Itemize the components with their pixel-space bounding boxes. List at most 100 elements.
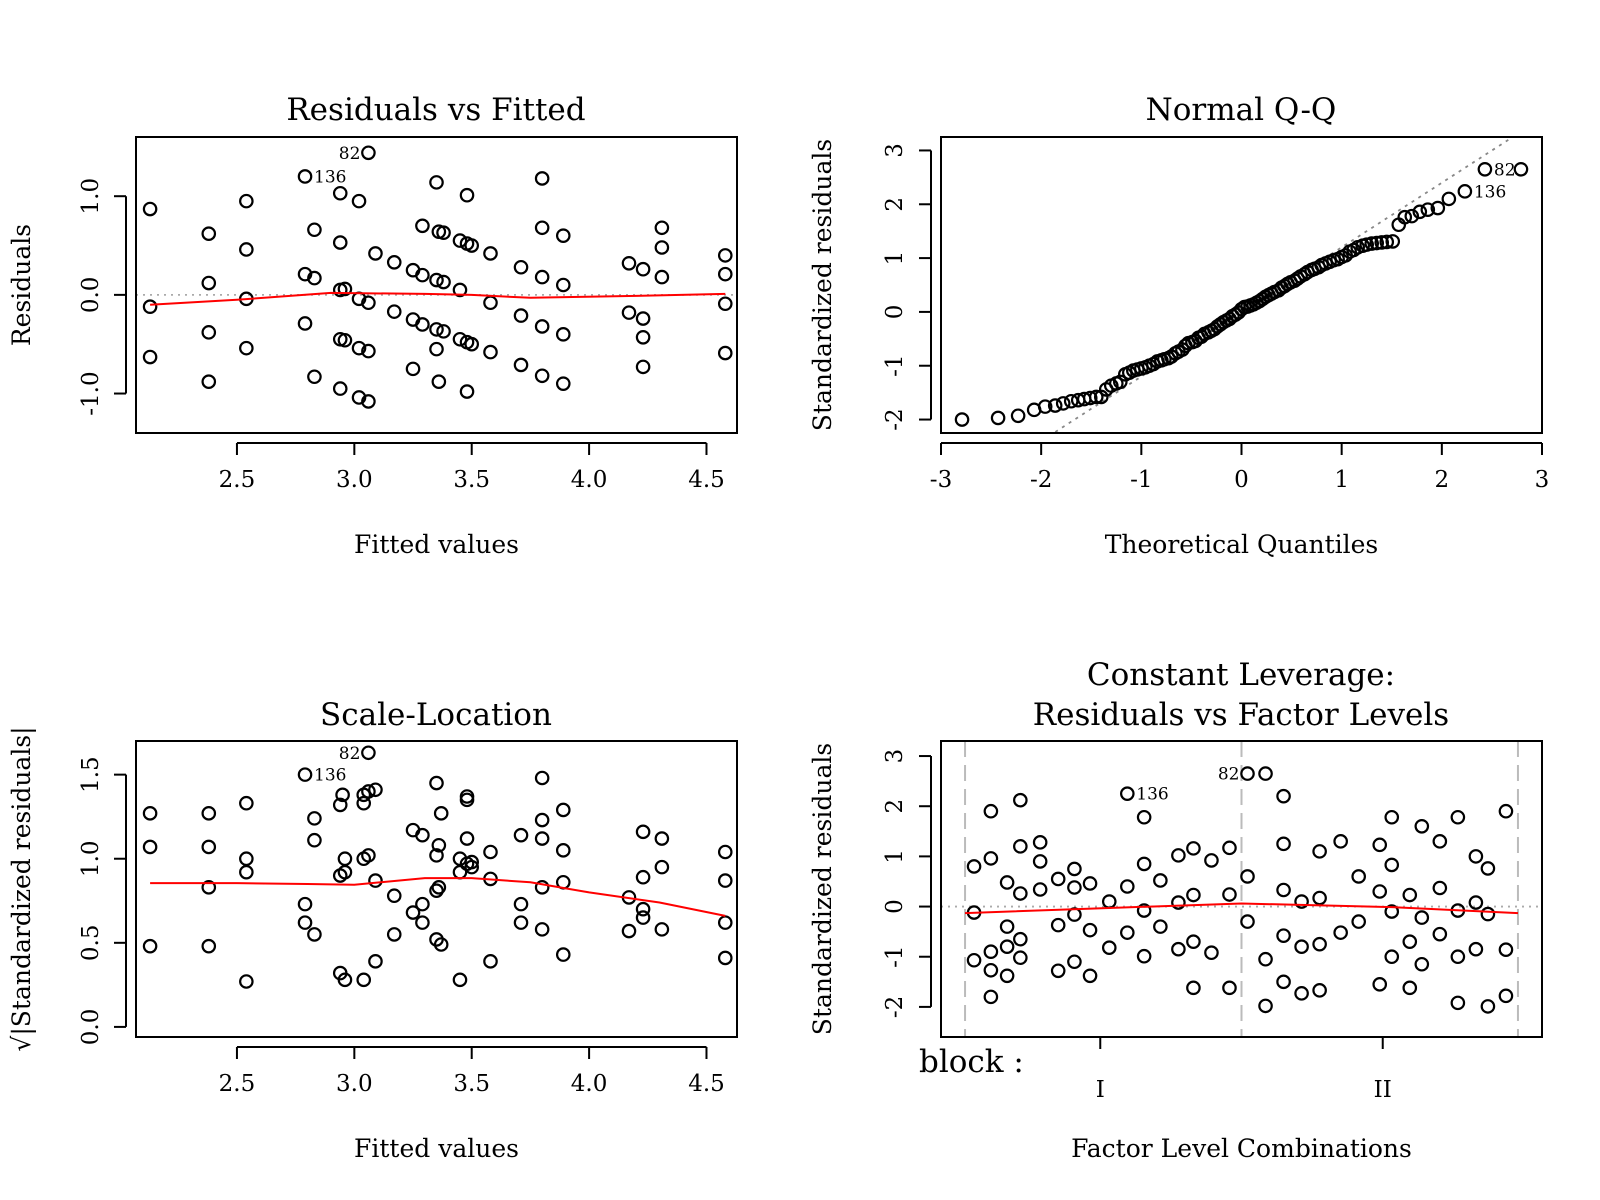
- data-point: [1432, 926, 1448, 942]
- plot-area: [142, 745, 733, 989]
- plot-frame: [940, 740, 1543, 1038]
- data-point: [1351, 869, 1366, 884]
- point-label: 82: [1494, 160, 1516, 180]
- data-point: [1333, 925, 1348, 940]
- data-point: [1240, 869, 1255, 884]
- data-point: [307, 811, 322, 826]
- data-point: [415, 317, 430, 332]
- data-point: [297, 169, 313, 184]
- data-point: [415, 896, 430, 912]
- data-point: [142, 806, 158, 821]
- data-point: [332, 235, 348, 250]
- data-point: [990, 410, 1006, 426]
- data-point: [999, 875, 1015, 890]
- data-point: [1088, 389, 1104, 405]
- y-tick-label: 2: [882, 197, 908, 212]
- data-point: [1055, 396, 1071, 411]
- x-tick-label: 1: [1334, 467, 1349, 493]
- data-point: [555, 277, 571, 293]
- data-point: [386, 927, 402, 942]
- data-point: [201, 275, 217, 291]
- data-point: [483, 844, 498, 860]
- data-point: [459, 792, 475, 808]
- data-point: [429, 848, 444, 863]
- data-point: [717, 266, 733, 282]
- x-tick-label: 4.0: [571, 1071, 608, 1097]
- x-tick-label: 3.0: [336, 467, 373, 493]
- y-tick-label: 0: [882, 305, 908, 320]
- data-point: [368, 954, 383, 969]
- data-point: [297, 316, 313, 331]
- data-point: [142, 201, 158, 217]
- plot-area: [954, 137, 1529, 433]
- data-point: [654, 831, 670, 846]
- data-point: [1222, 980, 1237, 996]
- data-point: [983, 851, 999, 866]
- data-point: [361, 848, 376, 863]
- data-point: [1101, 940, 1117, 955]
- data-point: [1010, 408, 1026, 424]
- data-point: [452, 972, 468, 988]
- data-point: [431, 374, 447, 389]
- data-point: [635, 869, 651, 885]
- panel-1: Residuals vs Fitted 82 136 2.5 3.0 3.5 4.0 4.5 -…: [7, 92, 738, 559]
- data-point: [1082, 922, 1098, 938]
- data-point: [534, 220, 550, 236]
- data-point: [337, 332, 353, 348]
- data-point: [534, 269, 550, 285]
- data-point: [1414, 818, 1430, 834]
- y-tick-label: 1: [882, 849, 908, 864]
- data-point: [621, 305, 637, 320]
- data-point: [1013, 839, 1028, 854]
- data-point: [431, 880, 447, 895]
- data-point: [555, 327, 571, 342]
- data-point: [513, 915, 529, 930]
- x-tick-label: 0: [1234, 467, 1249, 493]
- x-axis-label: Factor Level Combinations: [1071, 1134, 1412, 1163]
- y-axis: -2 -1 0 1 2 3: [882, 143, 932, 431]
- data-point: [635, 329, 651, 345]
- data-point: [534, 880, 550, 895]
- y-tick-label: 1.5: [78, 756, 104, 793]
- data-point: [1013, 792, 1028, 808]
- data-point: [429, 322, 444, 337]
- y-tick-label: -2: [882, 408, 908, 430]
- data-point: [635, 910, 651, 925]
- data-point: [1468, 941, 1484, 957]
- data-point: [1136, 903, 1152, 918]
- x-axis-label: Fitted values: [354, 1134, 519, 1163]
- panel-4: Constant Leverage: Residuals vs Factor Le…: [808, 657, 1543, 1163]
- data-point: [337, 972, 353, 988]
- data-point: [1240, 914, 1255, 929]
- data-point: [1276, 928, 1291, 943]
- data-point: [654, 240, 670, 255]
- x-tick-label: 2.5: [219, 1071, 256, 1097]
- data-point: [307, 270, 322, 286]
- y-axis-label: √|Standardized residuals|: [7, 726, 37, 1051]
- data-point: [361, 394, 376, 409]
- data-point: [1171, 895, 1186, 910]
- y-tick-label: 3: [882, 143, 908, 158]
- data-point: [459, 831, 475, 846]
- data-point: [415, 915, 430, 930]
- data-point: [429, 775, 444, 791]
- data-point: [717, 844, 733, 860]
- data-point: [415, 218, 430, 234]
- data-point: [635, 261, 651, 277]
- data-point: [1032, 835, 1048, 850]
- x-axis: -3 -2 -1 0 1 2 3: [930, 442, 1549, 493]
- data-point: [1222, 840, 1237, 856]
- data-point: [621, 255, 637, 271]
- data-point: [1480, 906, 1496, 922]
- data-point: [1402, 934, 1418, 949]
- data-point: [297, 767, 313, 782]
- data-point: [142, 839, 158, 855]
- data-point: [999, 939, 1015, 954]
- data-point: [513, 827, 529, 843]
- point-label: 82: [1218, 765, 1240, 785]
- data-point: [405, 905, 421, 920]
- data-point: [717, 248, 733, 263]
- data-point: [1414, 910, 1430, 925]
- data-point: [239, 974, 254, 989]
- data-point: [654, 269, 670, 285]
